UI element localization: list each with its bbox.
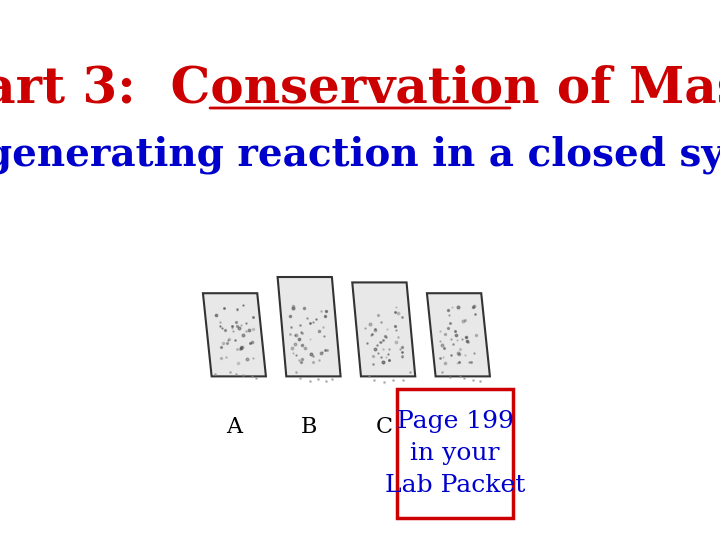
Text: Part 3:  Conservation of Mass: Part 3: Conservation of Mass — [0, 65, 720, 114]
Text: B: B — [301, 416, 318, 438]
Text: A: A — [226, 416, 243, 438]
Polygon shape — [352, 282, 415, 376]
Polygon shape — [427, 293, 490, 376]
Polygon shape — [278, 277, 341, 376]
Polygon shape — [203, 293, 266, 376]
Text: Gas generating reaction in a closed system: Gas generating reaction in a closed syst… — [0, 135, 720, 173]
FancyBboxPatch shape — [397, 389, 513, 518]
Text: D: D — [449, 416, 467, 438]
Text: Page 199
in your
Lab Packet: Page 199 in your Lab Packet — [384, 410, 525, 497]
Text: C: C — [375, 416, 392, 438]
